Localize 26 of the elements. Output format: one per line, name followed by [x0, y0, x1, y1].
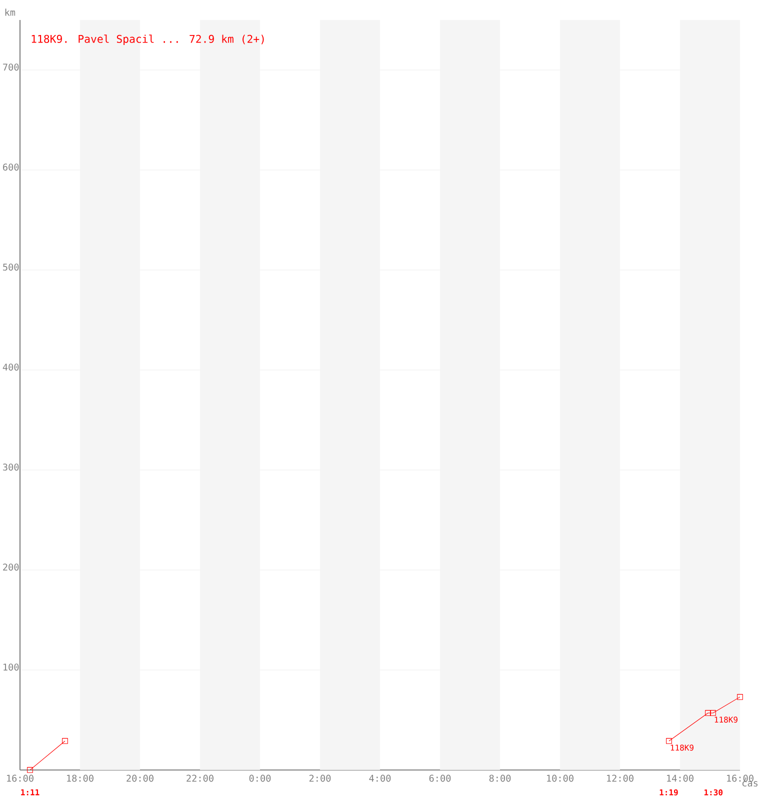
- x-tick-label: 18:00: [67, 774, 94, 782]
- x-tick-label: 2:00: [309, 774, 331, 782]
- x-tick-label: 22:00: [186, 774, 214, 782]
- y-tick-label: 600: [3, 164, 19, 171]
- text: 1:30: [704, 789, 723, 796]
- y-tick-label: 200: [3, 564, 19, 571]
- x-tick-label: 10:00: [547, 774, 574, 782]
- x-tick-label: 0:00: [249, 774, 271, 782]
- x-tick-label: 6:00: [429, 774, 451, 782]
- y-axis-title: km: [5, 8, 16, 16]
- text: 1:11: [21, 789, 40, 796]
- x-tick-label: 20:00: [126, 774, 154, 782]
- annotation: 118K9: [670, 744, 694, 751]
- x-tick-label: 14:00: [667, 774, 694, 782]
- y-tick-label: 400: [2, 364, 19, 371]
- x-tick-label: 16:00: [7, 774, 34, 782]
- y-tick-label: 100: [4, 664, 19, 671]
- y-tick-label: 500: [3, 264, 19, 271]
- annotation: 118K9: [714, 716, 738, 723]
- text: 118K9. Pavel Spacil ... 72.9 km (2+): [32, 34, 264, 46]
- x-tick-label: 12:00: [607, 774, 634, 782]
- y-tick-label: 300: [3, 464, 19, 471]
- x-tick-label: 4:00: [369, 774, 391, 782]
- x-tick-label: 8:00: [489, 774, 511, 782]
- text: 1:19: [660, 789, 678, 796]
- y-tick-label: 700: [3, 64, 19, 71]
